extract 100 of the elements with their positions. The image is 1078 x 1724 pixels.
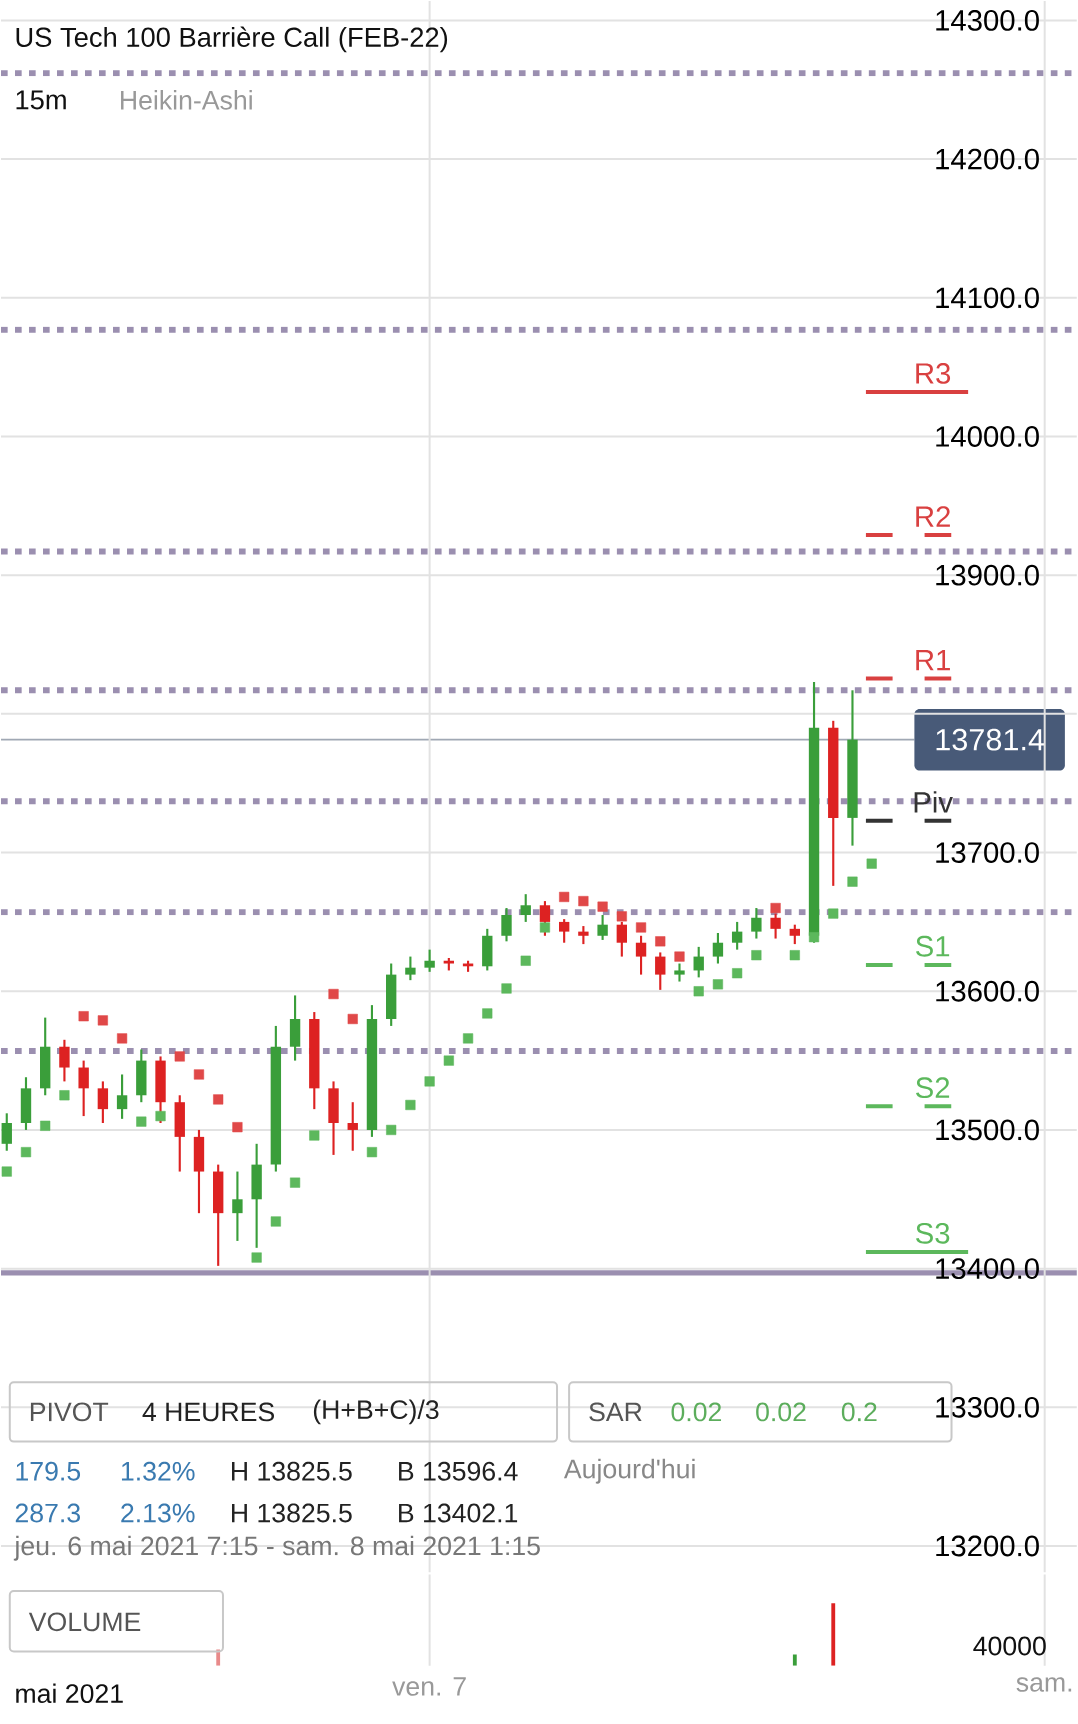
annotation: 0.2 [841,1402,877,1422]
y-tick-label: 13300.0 [936,1396,1039,1418]
y-tick-label: 13500.0 [936,1119,1039,1141]
point [232,1122,243,1133]
candlestick [597,913,608,942]
annotation: Heikin-Ashi [121,90,252,110]
point [251,1252,262,1263]
point [97,1015,108,1026]
y-tick-label: 14200.0 [936,148,1039,170]
point [136,1116,147,1127]
ref-line-label: R1 [916,650,950,671]
candlestick [405,955,416,982]
point [443,1055,454,1066]
annotation: jeu. 6 mai 2021 7:15 - sam. 8 mai 2021 1:15 [13,1535,540,1561]
y-tick-label: 13400.0 [936,1258,1039,1280]
y-tick-label: 14300.0 [936,10,1039,31]
point [78,1011,89,1022]
point [770,902,781,914]
candlestick [751,906,762,940]
point [520,955,531,966]
point [732,968,743,979]
candlestick [655,951,666,991]
ref-line-label: 13781.4 [936,728,1045,751]
point [193,1069,205,1080]
point [117,1033,128,1044]
point [751,950,762,961]
text: US Tech 100 Barrière Call (FEB-22) [16,26,448,53]
candlestick [789,923,800,946]
point [59,1090,70,1101]
point [270,1216,281,1227]
candlestick [558,918,570,944]
x-tick-label: sam. [1016,1677,1072,1692]
point [712,979,723,990]
point [20,1147,32,1158]
point [328,988,339,1000]
point [213,1094,224,1105]
candlestick [1,1112,12,1152]
candlestick [97,1080,109,1125]
ref-line-label: R2 [916,506,950,527]
candlestick [501,906,512,943]
point [539,922,551,933]
y-tick-label: 13200.0 [936,1535,1039,1557]
annotation: B 13596.4 [399,1461,518,1481]
point [866,858,877,869]
annotation: H 13825.5 [232,1461,352,1481]
annotation: 4 HEURES [142,1402,274,1422]
annotation: 2.13% [121,1503,195,1523]
candlestick [520,893,531,923]
candlestick [693,945,704,979]
point [501,983,512,994]
ref-line-label: S3 [916,1222,950,1244]
annotation: 1.32% [121,1461,195,1481]
ref-line-label: S1 [916,935,950,957]
candlestick [78,1059,89,1118]
text: 15m [16,90,66,110]
candlestick [232,1170,243,1242]
annotation: 0.02 [756,1402,806,1422]
candlestick [731,920,743,951]
y-tick-label: 14000.0 [936,426,1039,447]
candlestick [674,962,685,983]
point [674,951,685,962]
candlestick [578,925,589,946]
point [616,911,627,922]
point [462,1033,474,1044]
point [290,1177,301,1188]
annotation: (H+B+C)/3 [313,1399,439,1425]
point [655,936,666,947]
candlestick [539,900,551,937]
y-tick-label: 13700.0 [936,842,1039,863]
point [828,908,839,919]
point [1,1166,12,1177]
point [386,1124,397,1136]
point [40,1120,51,1131]
point [347,1013,358,1025]
point [559,891,570,903]
annotation: 0.02 [671,1402,722,1422]
annotation: VOLUME [28,1612,141,1632]
text: mai 2021 [16,1683,123,1704]
point [597,901,608,912]
annotation: Aujourd'hui [563,1458,695,1484]
annotation: H 13825.5 [232,1503,352,1523]
point [847,876,858,887]
point [174,1051,185,1062]
annotation: B 13402.1 [399,1503,518,1523]
y-tick-label: 14100.0 [936,287,1039,309]
ref-line-label: S2 [916,1077,950,1099]
annotation: 287.3 [15,1503,80,1523]
annotation: SAR [589,1402,642,1422]
y-tick-label: 13600.0 [936,980,1039,1002]
y-tick-label: 13900.0 [936,564,1039,586]
candlestick [116,1073,128,1120]
point [366,1147,378,1158]
candlestick [712,931,724,965]
annotation: PIVOT [30,1402,109,1422]
ref-line-label: R3 [916,363,951,384]
candlestick [347,1101,358,1152]
annotation: 40000 [973,1636,1046,1656]
point [693,986,704,997]
point [789,950,800,961]
point [155,1111,166,1122]
